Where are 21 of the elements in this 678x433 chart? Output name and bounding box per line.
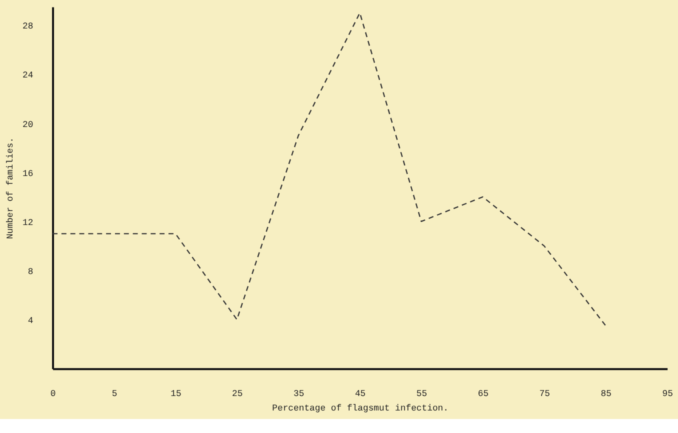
y-tick-label: 28 [22, 22, 34, 32]
x-tick-label: 35 [294, 388, 304, 399]
x-tick-label: 25 [232, 388, 243, 399]
x-tick-label: 15 [170, 388, 182, 399]
line-series [52, 12, 606, 326]
y-tick-label: 4 [28, 316, 34, 326]
y-axis-title: Number of families. [6, 137, 16, 239]
x-tick-label: 55 [416, 388, 428, 399]
x-tick-label: 75 [539, 388, 550, 399]
x-tick-label: 95 [662, 388, 673, 399]
y-tick-label: 20 [22, 120, 34, 130]
x-axis-title: Percentage of flagsmut infection. [272, 404, 448, 414]
x-tick-label: 85 [600, 388, 612, 399]
y-tick-label: 16 [22, 168, 34, 179]
x-tick-label: 45 [354, 388, 366, 399]
x-tick-label: 5 [112, 388, 118, 399]
x-tick-label: 0 [50, 388, 56, 399]
y-tick-label: 12 [22, 218, 34, 228]
y-tick-label: 24 [22, 70, 34, 81]
x-tick-label: 65 [478, 388, 489, 399]
y-tick-label: 8 [28, 266, 34, 277]
